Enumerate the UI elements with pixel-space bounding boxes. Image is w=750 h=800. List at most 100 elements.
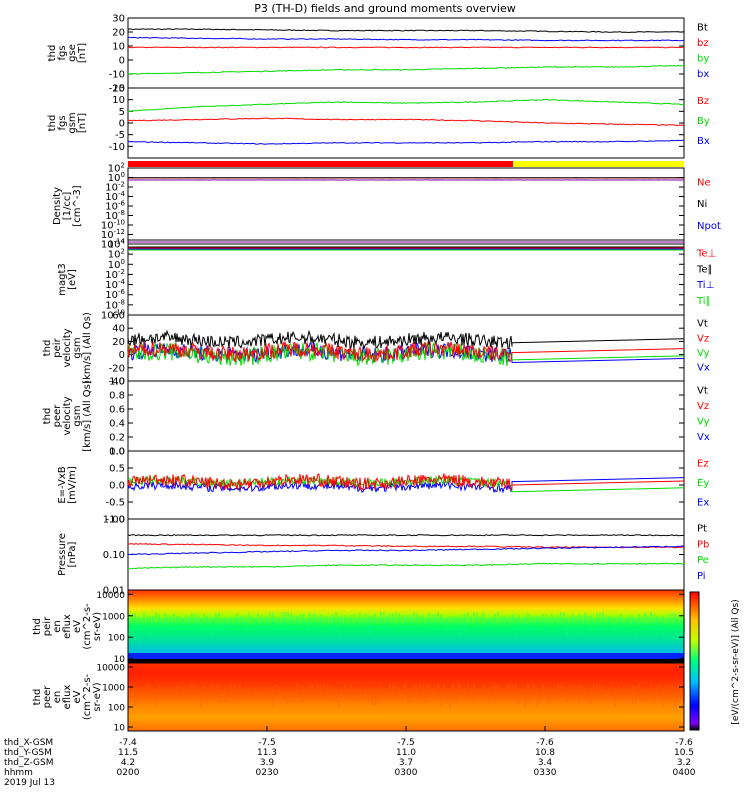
spectrogram-texture (503, 688, 505, 696)
spectrogram-texture (143, 687, 145, 699)
spectrogram-texture (227, 617, 229, 628)
low-energy-band (128, 653, 684, 659)
colorbar: [eV/(cm^2-s-sr-eV)] (All Qs) (689, 591, 741, 731)
spectrogram-texture (617, 615, 619, 635)
spectrogram-texture (425, 616, 427, 623)
spectrogram-texture (614, 687, 616, 707)
spectrogram-texture (518, 687, 520, 704)
spectrogram-texture (227, 686, 229, 702)
spectrogram-texture (161, 617, 163, 629)
spectrogram-texture (668, 684, 670, 701)
spectrogram-texture (377, 686, 379, 704)
y-axis-label: peir (52, 337, 63, 357)
spectrogram-texture (632, 685, 634, 704)
colorbar-label: [eV/(cm^2-s-sr-eV)] (All Qs) (731, 599, 741, 724)
y-axis-label: fgs (57, 115, 68, 130)
spectrogram-texture (614, 617, 616, 632)
legend-entry: Ey (697, 478, 709, 489)
spectrogram-texture (392, 684, 394, 694)
spectrogram-texture (224, 617, 226, 628)
spectrogram-texture (233, 616, 235, 627)
spectrogram-texture (476, 612, 478, 626)
spectrogram-texture (533, 685, 535, 692)
legend-entry: Pt (697, 524, 707, 535)
spectrogram-texture (398, 687, 400, 697)
tick-label: 0 (119, 56, 125, 67)
series-Pe (128, 562, 685, 570)
spectrogram-texture (443, 684, 445, 701)
spectrogram-texture (275, 683, 277, 696)
spectrogram-texture (233, 684, 235, 703)
spectrogram-texture (332, 687, 334, 702)
spectrogram-texture (365, 613, 367, 626)
spectrogram-texture (626, 687, 628, 699)
spectrogram-texture (647, 688, 649, 702)
spectrogram-texture (482, 612, 484, 622)
tick-label: 60 (112, 311, 125, 322)
spectrogram-texture (458, 617, 460, 637)
spectrogram-texture (578, 684, 580, 702)
legend-entry: Vx (697, 363, 710, 374)
spectrogram-texture (629, 688, 631, 700)
spectrogram-texture (263, 617, 265, 628)
spectrogram-texture (251, 616, 253, 623)
series-by (127, 64, 685, 75)
spectrogram-texture (194, 613, 196, 628)
spectrogram-texture (356, 689, 358, 703)
plot-title: P3 (TH-D) fields and ground moments over… (254, 2, 516, 15)
series-bx (127, 36, 685, 42)
spectrogram-texture (569, 615, 571, 631)
spectrogram-texture (431, 614, 433, 627)
spectrogram-texture (353, 688, 355, 701)
spectrogram-texture (266, 616, 268, 628)
y-axis-label: eflux (62, 685, 73, 710)
legend-entry: bz (697, 38, 709, 49)
spectrogram-texture (326, 616, 328, 624)
spectrogram-texture (185, 615, 187, 628)
spectrogram-texture (401, 689, 403, 702)
spectrogram-texture (638, 614, 640, 623)
spectrogram-texture (179, 616, 181, 629)
y-axis-label: [km/s] (All Qs) (82, 380, 93, 452)
spectrogram-texture (146, 685, 148, 703)
spectrogram-texture (284, 688, 286, 702)
spectrogram-texture (404, 683, 406, 698)
spectrogram-texture (635, 685, 637, 704)
spectrogram-texture (605, 689, 607, 701)
panel-peir_en_eflux: 10000 1000 100 10 thd peir en eflux eV (cm^2-s-sr… (32, 589, 685, 665)
spectrogram-texture (506, 617, 508, 624)
spectrogram-texture (368, 688, 370, 702)
spectrogram-texture (173, 613, 175, 633)
spectrogram-texture (308, 686, 310, 700)
spectrogram-texture (158, 614, 160, 629)
spectrogram-texture (170, 687, 172, 700)
spectrogram (128, 590, 684, 663)
spectrogram-texture (461, 688, 463, 695)
spectrogram-texture (218, 684, 220, 704)
spectrogram-texture (374, 688, 376, 706)
spectrogram-texture (296, 683, 298, 696)
y-axis-label: thd (42, 340, 53, 357)
spectrogram-texture (326, 684, 328, 695)
spectrogram-texture (452, 684, 454, 704)
tick-label: 0.01 (103, 586, 125, 597)
legend-entry: Pe (697, 555, 709, 566)
spectrogram-texture (641, 689, 643, 702)
spectrogram-texture (419, 616, 421, 631)
tick-label: 1.00 (103, 515, 125, 526)
spectrogram-texture (416, 613, 418, 621)
spectrogram-texture (128, 686, 130, 702)
tick-label: 20 (112, 28, 125, 39)
spectrogram-texture (542, 614, 544, 624)
legend-entry: Vx (697, 432, 710, 443)
spectrogram-texture (170, 616, 172, 628)
spectrogram-texture (635, 617, 637, 638)
spectrogram-texture (575, 686, 577, 695)
legend-entry: Te⊥ (696, 249, 716, 260)
spectrogram-texture (140, 686, 142, 704)
spectrogram-texture (380, 612, 382, 623)
spectrogram-texture (137, 616, 139, 628)
y-axis-label: thd (32, 689, 43, 706)
spectrogram-texture (470, 616, 472, 625)
spectrogram-texture (368, 615, 370, 636)
